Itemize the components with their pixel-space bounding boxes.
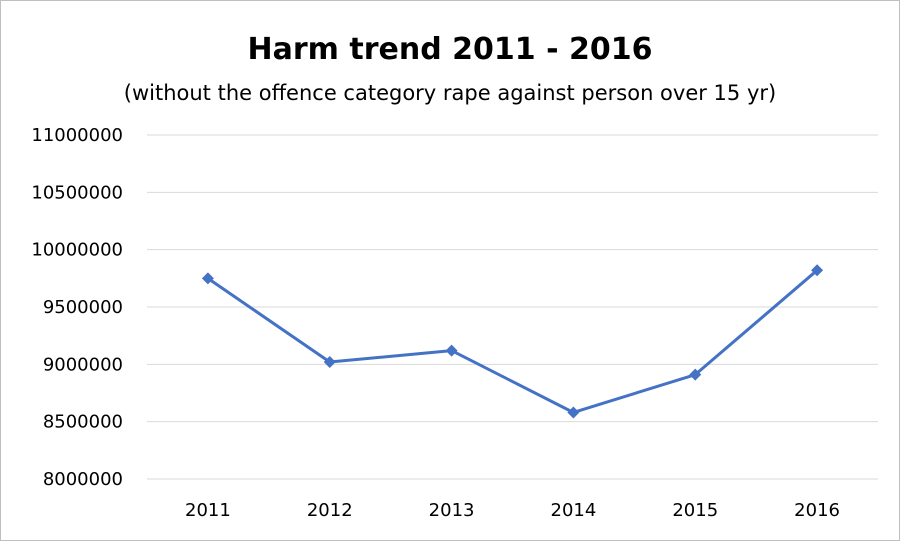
series-line [207,269,819,414]
x-axis-tick-labels: 2011 2012 2013 2014 2015 2016 [185,500,840,521]
data-point-marker [445,344,458,357]
x-tick-label: 2015 [672,500,718,521]
y-tick-label: 8500000 [43,412,123,433]
y-tick-label: 9000000 [43,354,123,375]
y-axis-tick-labels: 8000000 8500000 9000000 9500000 10000000 1050… [31,125,123,490]
y-tick-label: 10500000 [31,182,123,203]
x-tick-label: 2014 [551,500,597,521]
y-tick-label: 11000000 [31,125,123,146]
data-point-marker [323,356,336,369]
chart-subtitle: (without the offence category rape again… [124,81,776,105]
y-tick-label: 9500000 [43,297,123,318]
data-point-marker [689,368,702,381]
data-point-marker [811,264,824,277]
chart-title: Harm trend 2011 - 2016 [248,32,653,67]
data-series [201,264,824,419]
data-point-marker [567,406,580,419]
data-point-marker [201,272,214,285]
x-tick-label: 2011 [185,500,231,521]
y-tick-label: 10000000 [31,240,123,261]
x-tick-label: 2013 [429,500,475,521]
x-tick-label: 2012 [307,500,353,521]
x-tick-label: 2016 [794,500,840,521]
y-tick-label: 8000000 [43,469,123,490]
gridlines [147,134,878,480]
